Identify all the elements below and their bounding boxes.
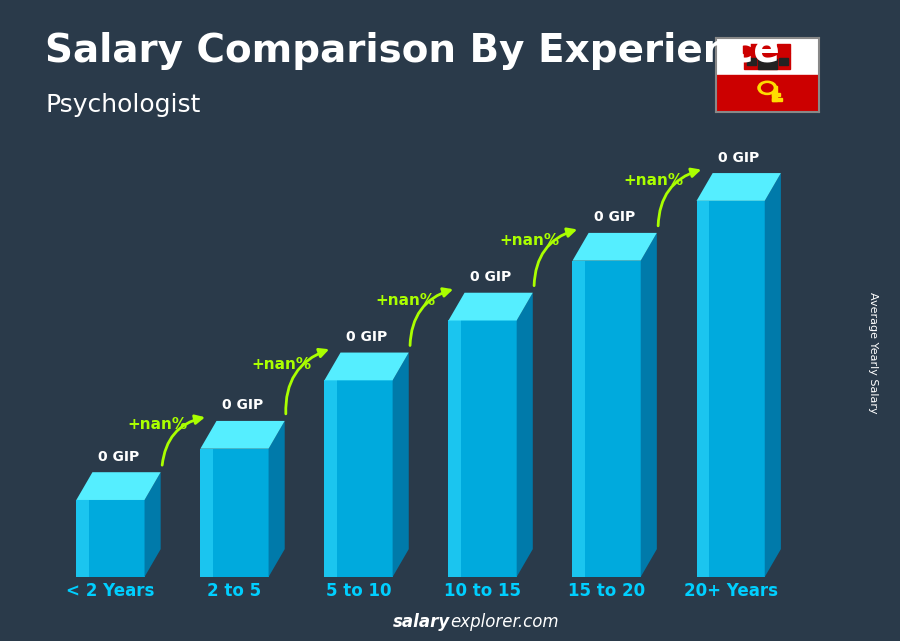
Polygon shape <box>324 353 409 380</box>
Bar <box>760 44 773 53</box>
Bar <box>448 320 461 577</box>
Bar <box>743 44 757 53</box>
Text: +nan%: +nan% <box>128 417 187 431</box>
Text: 0 GIP: 0 GIP <box>594 210 635 224</box>
Polygon shape <box>145 472 161 577</box>
Bar <box>697 201 765 577</box>
Text: Psychologist: Psychologist <box>45 93 201 117</box>
Circle shape <box>758 81 777 94</box>
Text: 0 GIP: 0 GIP <box>98 449 140 463</box>
Polygon shape <box>448 293 533 320</box>
Bar <box>697 201 709 577</box>
Bar <box>572 261 641 577</box>
Text: +nan%: +nan% <box>500 233 560 248</box>
Bar <box>76 500 145 577</box>
Bar <box>772 93 780 96</box>
Text: +nan%: +nan% <box>375 293 436 308</box>
Text: Salary Comparison By Experience: Salary Comparison By Experience <box>45 32 779 70</box>
Bar <box>201 449 212 577</box>
Bar <box>448 320 517 577</box>
Text: Average Yearly Salary: Average Yearly Salary <box>868 292 878 413</box>
Bar <box>324 380 392 577</box>
Bar <box>758 59 777 69</box>
Bar <box>746 58 756 65</box>
Polygon shape <box>268 421 284 577</box>
Bar <box>716 38 819 76</box>
Bar <box>76 500 88 577</box>
Polygon shape <box>76 472 161 500</box>
Text: +nan%: +nan% <box>624 173 684 188</box>
Bar <box>772 98 782 101</box>
Bar <box>572 261 585 577</box>
Polygon shape <box>392 353 409 577</box>
Polygon shape <box>697 173 781 201</box>
Bar <box>324 380 337 577</box>
Text: +nan%: +nan% <box>251 357 311 372</box>
Text: 0 GIP: 0 GIP <box>470 270 511 284</box>
Text: 0 GIP: 0 GIP <box>718 151 760 165</box>
Bar <box>778 58 788 65</box>
Circle shape <box>761 84 773 92</box>
Polygon shape <box>572 233 657 261</box>
Bar <box>772 87 777 101</box>
Text: 0 GIP: 0 GIP <box>346 330 387 344</box>
Bar <box>201 449 268 577</box>
Bar <box>716 76 819 112</box>
Bar <box>777 44 790 53</box>
Text: 0 GIP: 0 GIP <box>222 398 263 412</box>
Text: explorer.com: explorer.com <box>450 613 559 631</box>
Polygon shape <box>517 293 533 577</box>
Bar <box>744 53 790 69</box>
Polygon shape <box>201 421 284 449</box>
Text: salary: salary <box>392 613 450 631</box>
Polygon shape <box>765 173 781 577</box>
Polygon shape <box>641 233 657 577</box>
